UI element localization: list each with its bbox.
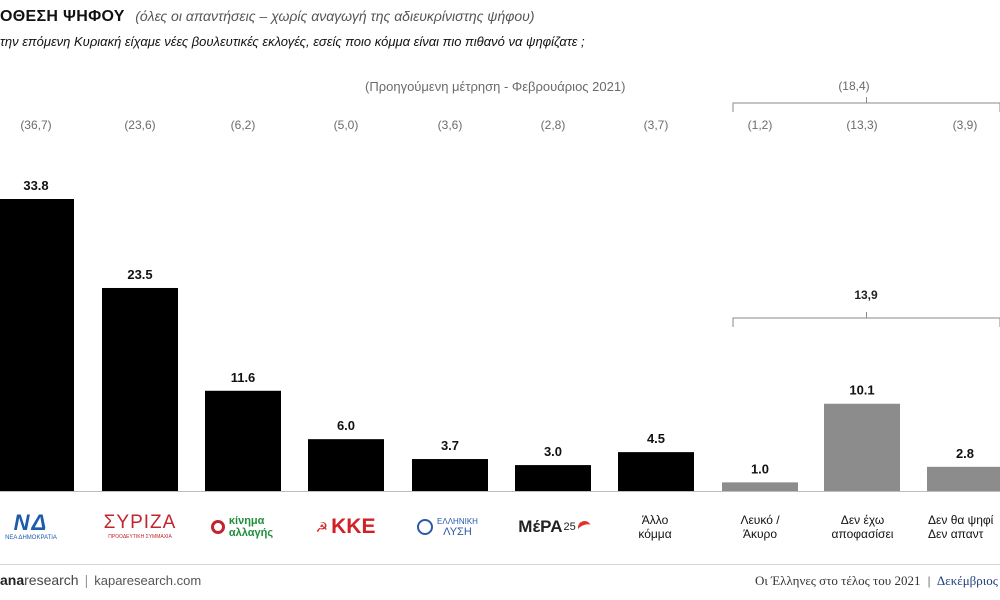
bar-7 [618, 452, 694, 491]
footer-report-separator: | [927, 573, 931, 588]
bar-4 [308, 439, 384, 491]
bar-8 [722, 482, 798, 491]
kinal-logo-line1: κίνημα [228, 515, 265, 527]
nd-logo-mark: ΝΔ [13, 510, 49, 535]
kinal-logo: κίνημα αλλαγής [202, 507, 282, 547]
mera25-logo: ΜέΡΑ 25 [512, 507, 597, 547]
value-label-2: 23.5 [127, 267, 152, 282]
footer-brand: anaresearch | kaparesearch.com [0, 572, 201, 588]
previous-label-2: (23,6) [124, 118, 155, 132]
category-label-lefko: Λευκό / Άκυρο [720, 513, 800, 541]
bar-6 [515, 465, 591, 491]
survey-question: την επόμενη Κυριακή είχαμε νέες βουλευτι… [0, 34, 585, 49]
footer-report-info: Οι Έλληνες στο τέλος του 2021 | Δεκέμβρι… [755, 573, 998, 589]
category-label-lefko-line2: Άκυρο [742, 527, 778, 541]
syriza-logo: ΣΥΡΙΖΑ ΠΡΟΟΔΕΥΤΙΚΗ ΣΥΜΜΑΧΙΑ [95, 507, 185, 547]
value-label-9: 10.1 [849, 383, 874, 398]
elliniki-logo-line2: ΛΥΣΗ [443, 526, 472, 538]
value-label-5: 3.7 [441, 438, 459, 453]
bar-3 [205, 390, 281, 491]
kke-logo: ☭ ΚΚΕ [308, 507, 383, 547]
brand-logo: ana [0, 572, 25, 588]
brand-logo-suffix: research [24, 572, 79, 588]
previous-label-7: (3,7) [644, 118, 669, 132]
kinal-rose-icon [210, 520, 225, 534]
syriza-logo-text: ΠΡΟΟΔΕΥΤΙΚΗ ΣΥΜΜΑΧΙΑ [108, 534, 172, 540]
mera25-logo-mark: ΜέΡΑ [518, 517, 563, 536]
category-label-allo-line2: κόμμα [638, 527, 672, 541]
value-label-3: 11.6 [231, 370, 256, 385]
elliniki-lysi-logo: ΕΛΛΗΝΙΚΗ ΛΥΣΗ [405, 507, 490, 547]
category-label-lefko-line1: Λευκό / [740, 513, 780, 527]
category-label-den-tha-line1: Δεν θα ψηφί [928, 513, 994, 527]
compass-icon [417, 519, 434, 535]
previous-label-4: (5,0) [334, 118, 359, 132]
current-group-bracket [732, 312, 1000, 327]
category-label-allo-line1: Άλλο [641, 513, 669, 527]
value-label-1: 33.8 [23, 178, 48, 193]
category-label-den-tha: Δεν θα ψηφί Δεν απαντ [928, 513, 1000, 541]
nd-logo-text: ΝΕΑ ΔΗΜΟΚΡΑΤΙΑ [5, 535, 57, 541]
previous-label-5: (3,6) [438, 118, 463, 132]
previous-measurement-title: (Προηγούμενη μέτρηση - Φεβρουάριος 2021) [365, 79, 626, 94]
previous-label-1: (36,7) [20, 118, 51, 132]
bar-10 [927, 466, 1000, 491]
bar-2 [102, 287, 178, 491]
nd-logo: ΝΔ ΝΕΑ ΔΗΜΟΚΡΑΤΙΑ [0, 507, 62, 547]
bar-9 [824, 403, 900, 491]
category-label-den-exo-line1: Δεν έχω [840, 513, 885, 527]
mera25-swoosh-icon [575, 518, 593, 536]
previous-label-8: (1,2) [748, 118, 773, 132]
category-label-den-exo: Δεν έχω αποφασίσει [820, 513, 905, 541]
syriza-logo-mark: ΣΥΡΙΖΑ [103, 512, 177, 533]
previous-label-9: (13,3) [846, 118, 877, 132]
kke-logo-mark: ΚΚΕ [331, 515, 376, 538]
category-label-den-tha-line2: Δεν απαντ [928, 527, 984, 541]
page-title: ΟΘΕΣΗ ΨΗΦΟΥ [0, 8, 125, 25]
category-label-den-exo-line2: αποφασίσει [831, 527, 894, 541]
footer-divider [0, 564, 1000, 565]
mera25-logo-num: 25 [563, 521, 576, 533]
value-label-10: 2.8 [956, 446, 974, 461]
elliniki-logo-line1: ΕΛΛΗΝΙΚΗ [437, 517, 478, 526]
value-label-4: 6.0 [337, 418, 355, 433]
value-label-6: 3.0 [544, 444, 562, 459]
footer-separator: | [84, 572, 89, 588]
category-label-allo: Άλλο κόμμα [615, 513, 695, 541]
footer-report-title: Οι Έλληνες στο τέλος του 2021 [755, 573, 921, 588]
current-group-total: 13,9 [854, 288, 878, 302]
value-label-7: 4.5 [647, 431, 665, 446]
previous-label-10: (3,9) [953, 118, 978, 132]
footer-report-month: Δεκέμβριος [936, 573, 998, 588]
footer-site-link[interactable]: kaparesearch.com [94, 573, 202, 588]
bar-5 [412, 459, 488, 491]
previous-label-6: (2,8) [541, 118, 566, 132]
hammer-sickle-icon: ☭ [315, 518, 329, 535]
previous-group-total: (18,4) [838, 79, 869, 93]
previous-label-3: (6,2) [231, 118, 256, 132]
value-label-8: 1.0 [751, 461, 769, 476]
kinal-logo-line2: αλλαγής [228, 527, 274, 539]
page-subtitle: (όλες οι απαντήσεις – χωρίς αναγωγή της … [135, 8, 535, 24]
bar-1 [0, 199, 74, 491]
previous-group-bracket [732, 97, 1000, 112]
header: ΟΘΕΣΗ ΨΗΦΟΥ (όλες οι απαντήσεις – χωρίς … [0, 8, 535, 26]
